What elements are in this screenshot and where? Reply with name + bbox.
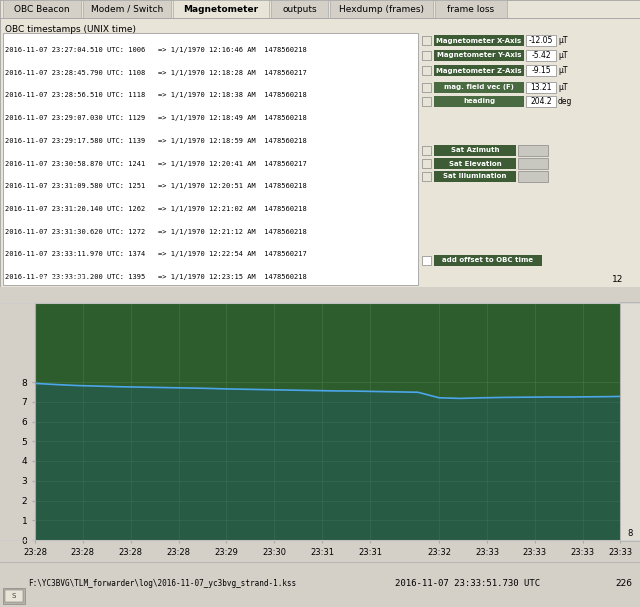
Text: μT: μT (558, 51, 568, 60)
Text: 2016-11-07 23:30:58.870 UTC: 1241   => 1/1/1970 12:20:41 AM  1478560217: 2016-11-07 23:30:58.870 UTC: 1241 => 1/1… (5, 160, 307, 166)
Bar (526, 35, 556, 46)
Text: 2016-11-07 23:31:20.140 UTC: 1262   => 1/1/1970 12:21:02 AM  1478560218: 2016-11-07 23:31:20.140 UTC: 1262 => 1/1… (5, 206, 307, 212)
Text: 2016-11-07 23:29:07.030 UTC: 1129   => 1/1/1970 12:18:49 AM  1478560218: 2016-11-07 23:29:07.030 UTC: 1129 => 1/1… (5, 115, 307, 121)
Text: 2016-11-07 23:28:45.790 UTC: 1108   => 1/1/1970 12:18:28 AM  1478560217: 2016-11-07 23:28:45.790 UTC: 1108 => 1/1… (5, 70, 307, 76)
Bar (422, 51, 431, 60)
Bar (434, 65, 524, 76)
Bar (173, 0, 269, 18)
Text: 2016-11-07 23:27:04.510 UTC: 1006   => 1/1/1970 12:16:46 AM  1478560218: 2016-11-07 23:27:04.510 UTC: 1006 => 1/1… (5, 47, 307, 53)
Text: OBC timestamps (UNIX time): OBC timestamps (UNIX time) (5, 25, 136, 35)
Bar (83, 0, 171, 18)
Text: Magnetometer Y-Axis: Magnetometer Y-Axis (436, 52, 521, 58)
Text: Voltage (V): Voltage (V) (38, 275, 88, 284)
Text: 8: 8 (627, 529, 633, 538)
Text: μT: μT (558, 36, 568, 45)
Bar (518, 171, 548, 182)
Text: OBC Beacon: OBC Beacon (14, 4, 70, 13)
Bar (3, 588, 25, 604)
Bar (435, 0, 507, 18)
Text: add offset to OBC time: add offset to OBC time (442, 257, 534, 263)
Bar (434, 35, 524, 46)
Bar (518, 145, 548, 156)
Text: 2016-11-07 23:31:09.580 UTC: 1251   => 1/1/1970 12:20:51 AM  1478560218: 2016-11-07 23:31:09.580 UTC: 1251 => 1/1… (5, 183, 307, 189)
Bar (434, 82, 524, 93)
Bar (330, 0, 433, 18)
Bar (422, 146, 431, 155)
Bar (422, 172, 431, 181)
Bar (3, 0, 81, 18)
Text: 2016-11-07 23:33:33.200 UTC: 1395   => 1/1/1970 12:23:15 AM  1478560218: 2016-11-07 23:33:33.200 UTC: 1395 => 1/1… (5, 274, 307, 280)
Bar (434, 255, 542, 266)
Bar (434, 96, 524, 107)
Bar (422, 97, 431, 106)
Bar (526, 50, 556, 61)
Bar (526, 82, 556, 93)
Bar (620, 302, 640, 541)
Text: Magnetometer X-Axis: Magnetometer X-Axis (436, 38, 522, 44)
Text: 2016-11-07 23:33:51.730 UTC: 2016-11-07 23:33:51.730 UTC (395, 580, 540, 589)
Bar (526, 65, 556, 76)
Bar (518, 158, 548, 169)
Text: Sat Azimuth: Sat Azimuth (451, 148, 499, 154)
Text: heading: heading (463, 98, 495, 104)
Text: outputs: outputs (282, 4, 317, 13)
Text: Sat Elevation: Sat Elevation (449, 160, 501, 166)
Text: -12.05: -12.05 (529, 36, 553, 45)
Bar (434, 50, 524, 61)
Bar (422, 159, 431, 168)
Bar (422, 83, 431, 92)
Text: Sat Illumination: Sat Illumination (444, 174, 507, 180)
Bar (5, 590, 23, 602)
Text: 2016-11-07 23:33:11.970 UTC: 1374   => 1/1/1970 12:22:54 AM  1478560217: 2016-11-07 23:33:11.970 UTC: 1374 => 1/1… (5, 251, 307, 257)
Bar (434, 145, 516, 156)
Text: μT: μT (558, 83, 568, 92)
Text: -5.42: -5.42 (531, 51, 551, 60)
Bar (434, 171, 516, 182)
Bar (3, 33, 418, 285)
Text: frame loss: frame loss (447, 4, 495, 13)
Bar (422, 66, 431, 75)
Text: mag. field vec (F): mag. field vec (F) (444, 84, 514, 90)
Bar (271, 0, 328, 18)
Text: -9.15: -9.15 (531, 66, 551, 75)
Text: 204.2: 204.2 (530, 97, 552, 106)
Text: deg: deg (558, 97, 572, 106)
Text: F:\YC3BVG\TLM_forwarder\log\2016-11-07_yc3bvg_strand-1.kss: F:\YC3BVG\TLM_forwarder\log\2016-11-07_y… (28, 580, 296, 589)
Bar (422, 36, 431, 45)
Bar (526, 96, 556, 107)
Text: 2016-11-07 23:29:17.580 UTC: 1139   => 1/1/1970 12:18:59 AM  1478560218: 2016-11-07 23:29:17.580 UTC: 1139 => 1/1… (5, 138, 307, 144)
Text: Modem / Switch: Modem / Switch (91, 4, 163, 13)
Text: Magnetometer Z-Axis: Magnetometer Z-Axis (436, 67, 522, 73)
Text: 226: 226 (615, 580, 632, 589)
Text: 2016-11-07 23:28:56.510 UTC: 1118   => 1/1/1970 12:18:38 AM  1478560218: 2016-11-07 23:28:56.510 UTC: 1118 => 1/1… (5, 92, 307, 98)
Text: S: S (12, 593, 16, 599)
Text: 13.21: 13.21 (531, 83, 552, 92)
Text: μT: μT (558, 66, 568, 75)
Bar (422, 256, 431, 265)
Text: Magnetometer: Magnetometer (184, 4, 259, 13)
Text: Hexdump (frames): Hexdump (frames) (339, 4, 424, 13)
Bar (434, 158, 516, 169)
Text: 2016-11-07 23:31:30.620 UTC: 1272   => 1/1/1970 12:21:12 AM  1478560218: 2016-11-07 23:31:30.620 UTC: 1272 => 1/1… (5, 229, 307, 235)
Text: 12: 12 (612, 275, 623, 284)
